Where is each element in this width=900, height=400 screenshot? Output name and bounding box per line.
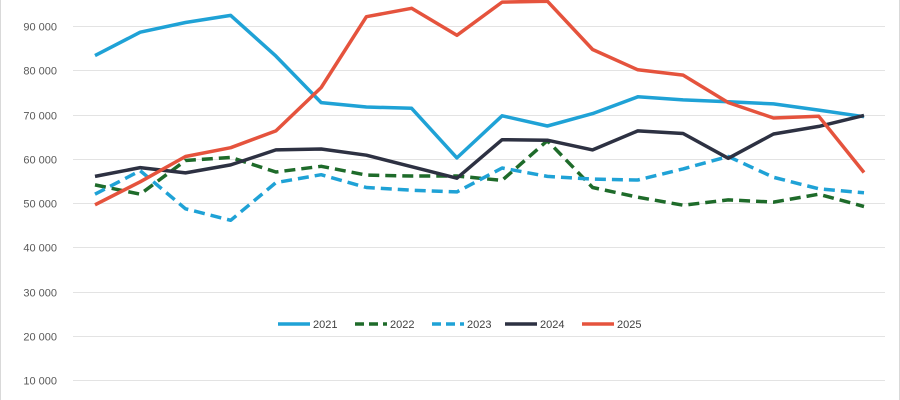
legend-item-2025[interactable]: 2025 [582,319,641,331]
series-line-2023 [94,154,865,223]
y-tick-label: 50 000 [23,199,57,211]
y-tick-label: 10 000 [23,376,57,388]
y-tick-label: 90 000 [23,22,57,34]
series-line-2021 [94,13,865,160]
legend-item-2021[interactable]: 2021 [278,319,337,331]
legend-label: 2024 [540,319,564,331]
legend-item-2022[interactable]: 2022 [355,319,414,331]
y-tick-label: 40 000 [23,243,57,255]
legend-label: 2021 [313,319,337,331]
y-tick-label: 80 000 [23,66,57,78]
legend-label: 2022 [390,319,414,331]
y-tick-label: 20 000 [23,332,57,344]
y-axis-ticks: 10 000 20 000 30 000 40 000 50 000 60 000 70 0… [23,22,57,388]
legend-label: 2025 [617,319,641,331]
series-lines [94,0,866,223]
y-tick-label: 30 000 [23,288,57,300]
legend-item-2024[interactable]: 2024 [505,319,564,331]
series-line-2025 [94,0,866,207]
y-tick-label: 60 000 [23,155,57,167]
series-line-2024 [94,113,865,180]
legend-label: 2023 [467,319,491,331]
y-tick-label: 70 000 [23,111,57,123]
legend: 2021 2022 2023 2024 2025 [278,319,641,331]
legend-item-2023[interactable]: 2023 [432,319,491,331]
